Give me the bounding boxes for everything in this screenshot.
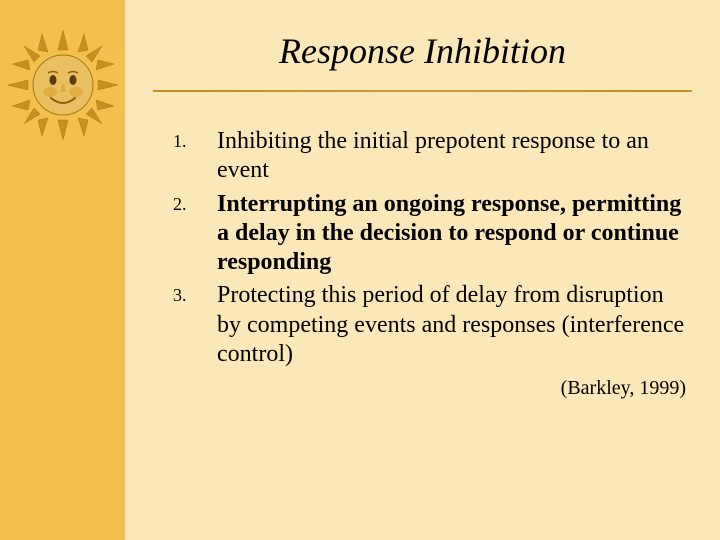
list-item-text: Interrupting an ongoing response, permit… bbox=[217, 191, 681, 276]
citation: (Barkley, 1999) bbox=[153, 377, 692, 400]
sun-face-icon bbox=[8, 30, 118, 140]
list-item-text: Protecting this period of delay from dis… bbox=[217, 282, 684, 367]
sidebar bbox=[0, 0, 125, 540]
list-item: Interrupting an ongoing response, permit… bbox=[173, 190, 692, 278]
content-area: Response Inhibition Inhibiting the initi… bbox=[125, 0, 720, 540]
list-item: Inhibiting the initial prepotent respons… bbox=[173, 127, 692, 186]
list-item-text: Inhibiting the initial prepotent respons… bbox=[217, 128, 649, 183]
list-item: Protecting this period of delay from dis… bbox=[173, 281, 692, 369]
title-underline bbox=[153, 90, 692, 92]
points-list: Inhibiting the initial prepotent respons… bbox=[173, 127, 692, 369]
slide-title: Response Inhibition bbox=[153, 30, 692, 72]
